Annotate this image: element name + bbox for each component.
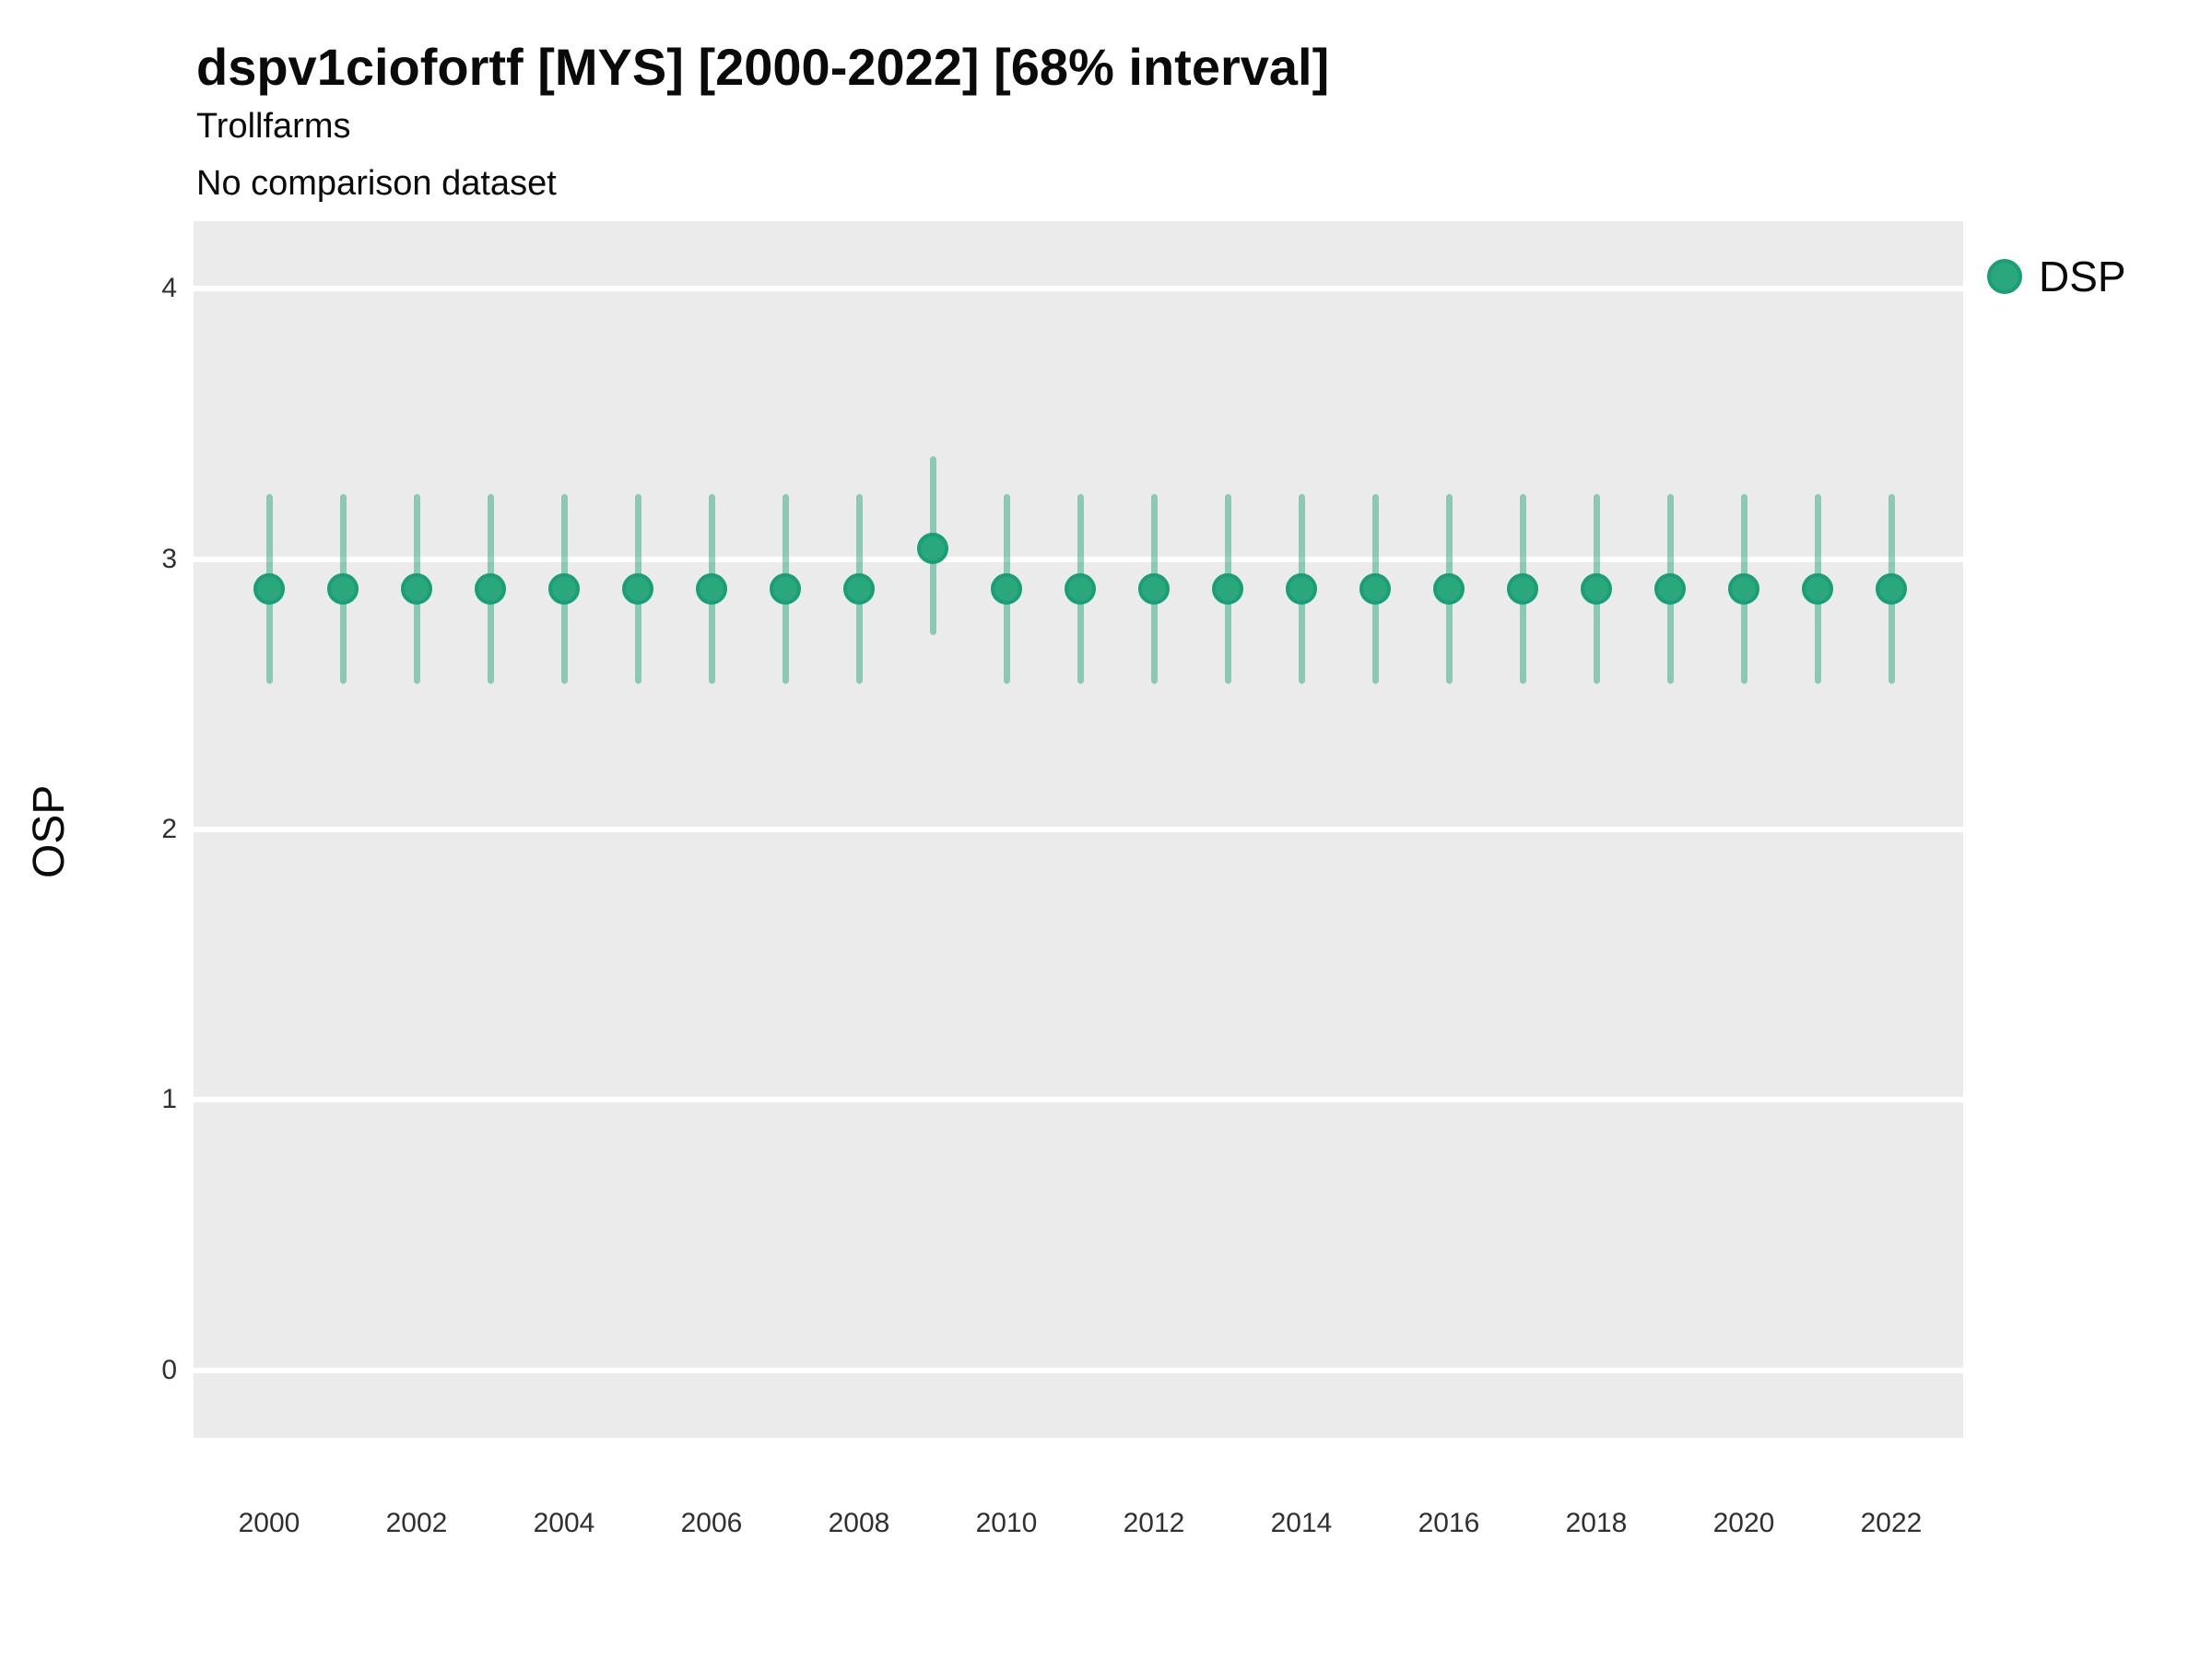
mean-point-2001 <box>327 572 359 605</box>
x-tick-label-2014: 2014 <box>1270 1508 1333 1538</box>
legend-point-icon <box>1987 259 2022 294</box>
x-tick-label-2020: 2020 <box>1712 1508 1775 1538</box>
mean-point-2008 <box>843 572 875 605</box>
gridline-y-1 <box>194 1097 1963 1103</box>
mean-point-2011 <box>1065 572 1096 605</box>
y-tick-label-3: 3 <box>161 543 177 574</box>
mean-point-2022 <box>1876 572 1907 605</box>
mean-point-2019 <box>1654 572 1686 605</box>
mean-point-2000 <box>253 572 285 605</box>
legend-label: DSP <box>2039 253 2126 300</box>
x-tick-label-2004: 2004 <box>533 1508 595 1538</box>
x-tick-label-2008: 2008 <box>828 1508 890 1538</box>
mean-point-2018 <box>1581 572 1612 605</box>
x-tick-label-2010: 2010 <box>975 1508 1038 1538</box>
mean-point-2021 <box>1802 572 1833 605</box>
x-tick-label-2016: 2016 <box>1418 1508 1480 1538</box>
plot-panel <box>194 221 1963 1438</box>
y-tick-label-2: 2 <box>161 814 177 844</box>
gridline-y-2 <box>194 827 1963 832</box>
mean-point-2015 <box>1359 572 1391 605</box>
y-tick-label-1: 1 <box>161 1084 177 1115</box>
mean-point-2016 <box>1433 572 1465 605</box>
x-tick-label-2018: 2018 <box>1565 1508 1628 1538</box>
x-tick-label-2006: 2006 <box>680 1508 743 1538</box>
mean-point-2014 <box>1286 572 1317 605</box>
mean-point-2020 <box>1728 572 1759 605</box>
mean-point-2009 <box>917 532 948 564</box>
mean-point-2012 <box>1138 572 1170 605</box>
x-tick-label-2022: 2022 <box>1860 1508 1923 1538</box>
mean-point-2004 <box>548 572 580 605</box>
legend: DSP <box>1987 251 2126 302</box>
mean-point-2010 <box>991 572 1022 605</box>
y-tick-label-0: 0 <box>161 1354 177 1385</box>
comparison-note: No comparison dataset <box>196 164 557 203</box>
gridline-y-0 <box>194 1367 1963 1373</box>
x-tick-label-2000: 2000 <box>238 1508 300 1538</box>
y-tick-label-4: 4 <box>161 273 177 304</box>
mean-point-2005 <box>622 572 653 605</box>
x-tick-label-2012: 2012 <box>1123 1508 1185 1538</box>
mean-point-2002 <box>401 572 432 605</box>
gridline-y-4 <box>194 286 1963 292</box>
mean-point-2017 <box>1507 572 1538 605</box>
mean-point-2013 <box>1212 572 1243 605</box>
mean-point-2003 <box>475 572 506 605</box>
chart-subtitle: Trollfarms <box>196 107 351 146</box>
mean-point-2007 <box>770 572 801 605</box>
chart-title: dspv1ciofortf [MYS] [2000-2022] [68% int… <box>196 38 1330 96</box>
x-tick-label-2002: 2002 <box>385 1508 448 1538</box>
gridline-y-3 <box>194 556 1963 562</box>
mean-point-2006 <box>696 572 727 605</box>
